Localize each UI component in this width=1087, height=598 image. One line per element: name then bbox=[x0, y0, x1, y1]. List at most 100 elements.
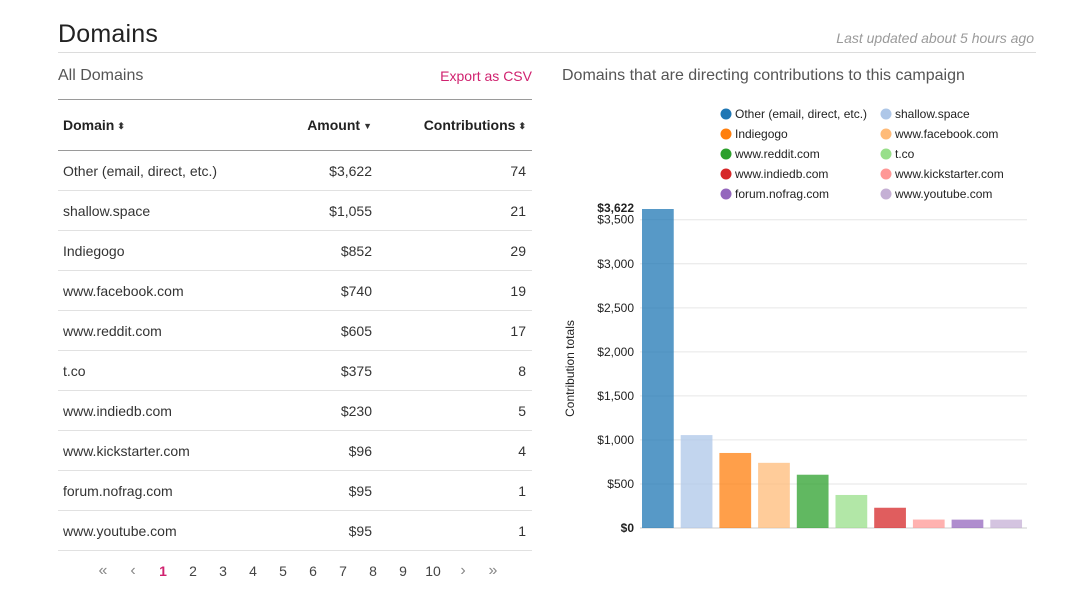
cell-domain: www.kickstarter.com bbox=[63, 443, 190, 459]
y-tick-label: $1,000 bbox=[597, 433, 634, 447]
cell-domain: Other (email, direct, etc.) bbox=[63, 163, 218, 179]
legend-swatch bbox=[720, 148, 732, 160]
bar-1 bbox=[642, 209, 674, 528]
chart-title: Domains that are directing contributions… bbox=[562, 67, 965, 84]
legend-swatch bbox=[880, 168, 892, 180]
legend-label: Other (email, direct, etc.) bbox=[735, 107, 867, 121]
cell-amount: $96 bbox=[348, 443, 372, 459]
page-link-10[interactable]: 10 bbox=[425, 563, 441, 579]
table-row: shallow.space $1,055 21 bbox=[58, 191, 532, 231]
next-page-icon[interactable]: › bbox=[460, 562, 466, 579]
page-link-6[interactable]: 6 bbox=[309, 563, 317, 579]
sort-descending-icon: ▼ bbox=[363, 121, 372, 131]
cell-amount: $375 bbox=[340, 363, 372, 379]
table-row: www.indiedb.com $230 5 bbox=[58, 391, 532, 431]
column-header-domain[interactable]: Domain ⬍ bbox=[63, 117, 125, 133]
table-body: Other (email, direct, etc.) $3,622 74 shall… bbox=[58, 151, 532, 551]
legend-label: www.facebook.com bbox=[894, 127, 998, 141]
bar-6 bbox=[835, 494, 868, 528]
cell-domain: shallow.space bbox=[63, 203, 151, 219]
domains-table: Domain ⬍ Amount ▼ Contributions ⬍ Other (em… bbox=[58, 99, 532, 551]
legend-label: www.indiedb.com bbox=[734, 167, 828, 181]
cell-domain: t.co bbox=[63, 363, 86, 379]
table-header: Domain ⬍ Amount ▼ Contributions ⬍ bbox=[58, 100, 532, 151]
cell-contributions: 21 bbox=[510, 203, 526, 219]
page-link-5[interactable]: 5 bbox=[279, 563, 287, 579]
y-tick-label: $500 bbox=[607, 477, 634, 491]
page-link-1[interactable]: 1 bbox=[159, 563, 167, 579]
legend-swatch bbox=[880, 148, 892, 160]
cell-contributions: 74 bbox=[510, 163, 526, 179]
cell-domain: www.indiedb.com bbox=[63, 403, 172, 419]
legend-swatch bbox=[720, 168, 732, 180]
column-header-contributions-label: Contributions bbox=[423, 117, 516, 133]
cell-domain: forum.nofrag.com bbox=[63, 483, 173, 499]
cell-amount: $3,622 bbox=[329, 163, 372, 179]
cell-amount: $740 bbox=[340, 283, 372, 299]
cell-contributions: 5 bbox=[518, 403, 526, 419]
column-header-amount[interactable]: Amount ▼ bbox=[307, 117, 372, 133]
y-tick-label: $0 bbox=[621, 521, 635, 535]
column-header-domain-label: Domain bbox=[63, 117, 115, 133]
first-page-icon[interactable]: « bbox=[98, 562, 108, 579]
cell-amount: $1,055 bbox=[329, 203, 372, 219]
table-row: www.youtube.com $95 1 bbox=[58, 511, 532, 551]
previous-page-icon[interactable]: ‹ bbox=[130, 562, 136, 579]
cell-domain: www.youtube.com bbox=[63, 523, 177, 539]
last-updated-text: Last updated about 5 hours ago bbox=[836, 30, 1034, 46]
table-row: Indiegogo $852 29 bbox=[58, 231, 532, 271]
cell-contributions: 29 bbox=[510, 243, 526, 259]
bar-9 bbox=[951, 519, 984, 528]
cell-contributions: 19 bbox=[510, 283, 526, 299]
bar-2 bbox=[680, 435, 713, 528]
legend-label: shallow.space bbox=[895, 107, 970, 121]
bar-7 bbox=[874, 507, 906, 528]
page-header: Domains Last updated about 5 hours ago bbox=[58, 18, 1036, 53]
chart-panel: Domains that are directing contributions… bbox=[562, 62, 1032, 542]
page-link-2[interactable]: 2 bbox=[189, 563, 197, 579]
table-row: Other (email, direct, etc.) $3,622 74 bbox=[58, 151, 532, 191]
page-link-4[interactable]: 4 bbox=[249, 563, 257, 579]
page-link-8[interactable]: 8 bbox=[369, 563, 377, 579]
page-link-9[interactable]: 9 bbox=[399, 563, 407, 579]
bar-8 bbox=[912, 519, 945, 528]
legend-swatch bbox=[880, 188, 892, 200]
page-link-7[interactable]: 7 bbox=[339, 563, 347, 579]
legend-swatch bbox=[720, 128, 732, 140]
cell-contributions: 8 bbox=[518, 363, 526, 379]
legend-label: forum.nofrag.com bbox=[735, 187, 829, 201]
legend-label: t.co bbox=[895, 147, 915, 161]
bar-3 bbox=[719, 452, 752, 528]
export-csv-link[interactable]: Export as CSV bbox=[440, 68, 532, 84]
bar-4 bbox=[758, 462, 790, 528]
cell-amount: $605 bbox=[340, 323, 372, 339]
legend-label: www.youtube.com bbox=[894, 187, 992, 201]
cell-contributions: 17 bbox=[510, 323, 526, 339]
y-tick-label: $3,500 bbox=[597, 213, 634, 227]
cell-contributions: 4 bbox=[518, 443, 526, 459]
legend-swatch bbox=[720, 108, 732, 120]
last-page-icon[interactable]: » bbox=[488, 562, 498, 579]
column-header-contributions[interactable]: Contributions ⬍ bbox=[424, 117, 526, 133]
legend-label: Indiegogo bbox=[735, 127, 788, 141]
cell-domain: www.reddit.com bbox=[63, 323, 162, 339]
sort-both-icon: ⬍ bbox=[518, 121, 526, 131]
y-tick-label: $3,000 bbox=[597, 257, 634, 271]
table-row: www.kickstarter.com $96 4 bbox=[58, 431, 532, 471]
page-link-3[interactable]: 3 bbox=[219, 563, 227, 579]
cell-amount: $230 bbox=[340, 403, 372, 419]
legend-label: www.reddit.com bbox=[734, 147, 820, 161]
table-row: www.reddit.com $605 17 bbox=[58, 311, 532, 351]
cell-domain: www.facebook.com bbox=[63, 283, 184, 299]
table-row: forum.nofrag.com $95 1 bbox=[58, 471, 532, 511]
y-max-label: $3,622 bbox=[597, 201, 634, 215]
cell-domain: Indiegogo bbox=[63, 243, 125, 259]
legend-swatch bbox=[880, 108, 892, 120]
page-number-list: 1 2 3 4 5 6 7 8 9 10 bbox=[148, 563, 448, 579]
page-title: Domains bbox=[58, 20, 159, 48]
cell-contributions: 1 bbox=[518, 523, 526, 539]
bar-5 bbox=[796, 474, 829, 528]
cell-amount: $852 bbox=[340, 243, 372, 259]
y-tick-label: $2,000 bbox=[597, 345, 634, 359]
legend-swatch bbox=[880, 128, 892, 140]
